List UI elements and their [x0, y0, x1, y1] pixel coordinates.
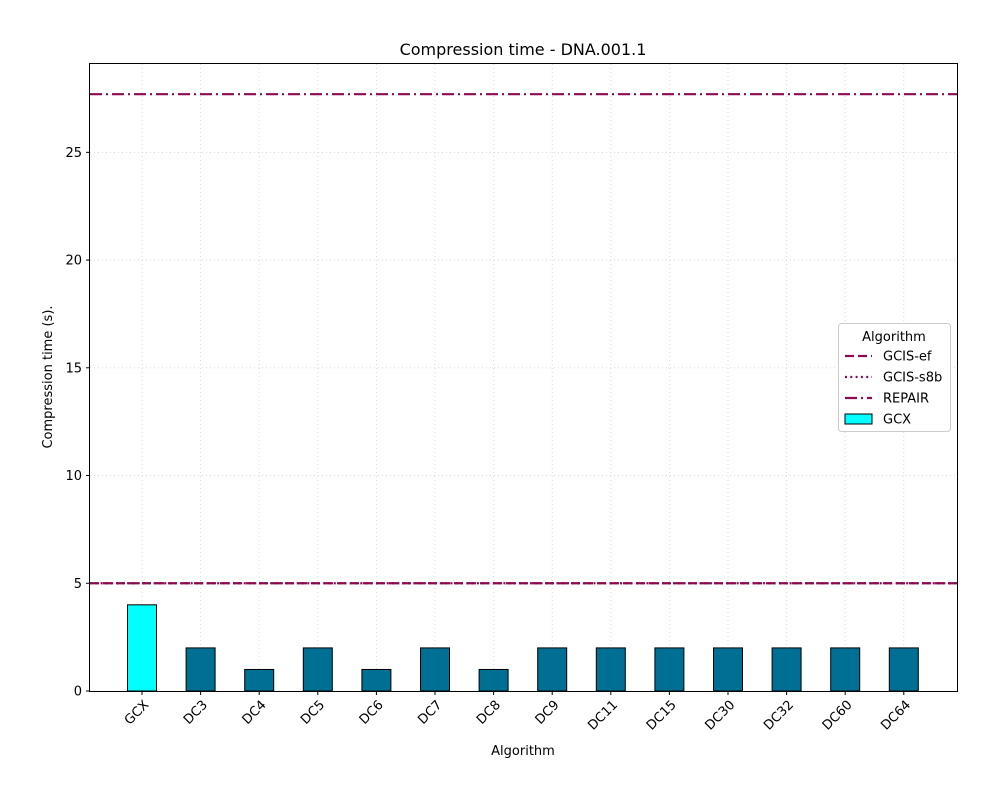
x-tick-label: GCX [122, 698, 153, 729]
bar-dc7 [420, 647, 450, 692]
bar-dc4 [244, 668, 275, 692]
x-tick-label: DC5 [298, 698, 328, 728]
x-tick-label: DC6 [357, 698, 387, 728]
x-tick-label: DC64 [878, 698, 914, 734]
bar-dc15 [654, 647, 685, 692]
plot-frame [89, 63, 958, 692]
y-tick-label: 0 [74, 685, 82, 700]
x-tick-label: DC30 [702, 698, 738, 734]
legend-label: GCIS-s8b [883, 371, 942, 386]
grid [90, 64, 957, 692]
y-tick-label: 5 [74, 577, 82, 592]
legend-title: Algorithm [862, 330, 926, 345]
y-tick-label: 15 [65, 361, 82, 376]
legend-label: GCX [883, 413, 911, 428]
bar-dc60 [830, 647, 861, 692]
legend-box [838, 323, 951, 432]
bar-dc32 [771, 647, 802, 692]
x-tick-label: DC8 [474, 698, 504, 728]
x-tick-label: DC9 [533, 698, 563, 728]
bar-dc5 [302, 647, 333, 692]
x-tick-label: DC60 [820, 698, 856, 734]
legend-swatch [844, 413, 873, 425]
x-tick-label: DC4 [240, 698, 270, 728]
x-tick-label: DC11 [585, 698, 621, 734]
bars [127, 604, 919, 692]
chart-title: Compression time - DNA.001.1 [400, 40, 647, 59]
bar-dc30 [713, 647, 743, 692]
legend-label: GCIS-ef [883, 350, 932, 365]
y-axis-label: Compression time (s). [41, 305, 56, 448]
bar-dc3 [185, 647, 216, 692]
reference-lines [90, 93, 957, 585]
x-axis-label: Algorithm [491, 744, 555, 759]
y-tick-label: 25 [65, 146, 82, 161]
bar-dc11 [595, 647, 626, 692]
x-tick-label: DC15 [644, 698, 680, 734]
legend-label: REPAIR [883, 392, 929, 407]
y-axis-ticks: 0 5 10 15 20 25 [65, 146, 90, 700]
y-tick-label: 10 [65, 469, 82, 484]
x-tick-label: DC32 [761, 698, 797, 734]
bar-dc9 [537, 647, 568, 692]
legend: Algorithm GCIS-ef GCIS-s8b REPAIR GCX [838, 323, 951, 432]
bar-dc8 [478, 668, 509, 692]
y-tick-label: 20 [65, 254, 82, 269]
x-axis-ticks: GCX DC3 DC4 DC5 DC6 DC7 DC8 DC9 DC11 DC15 DC30 DC32… [122, 691, 914, 734]
bar-gcx [127, 604, 157, 692]
x-tick-label: DC3 [181, 698, 211, 728]
x-tick-label: DC7 [415, 698, 445, 728]
bar-dc6 [361, 668, 392, 692]
bar-dc64 [888, 647, 919, 692]
